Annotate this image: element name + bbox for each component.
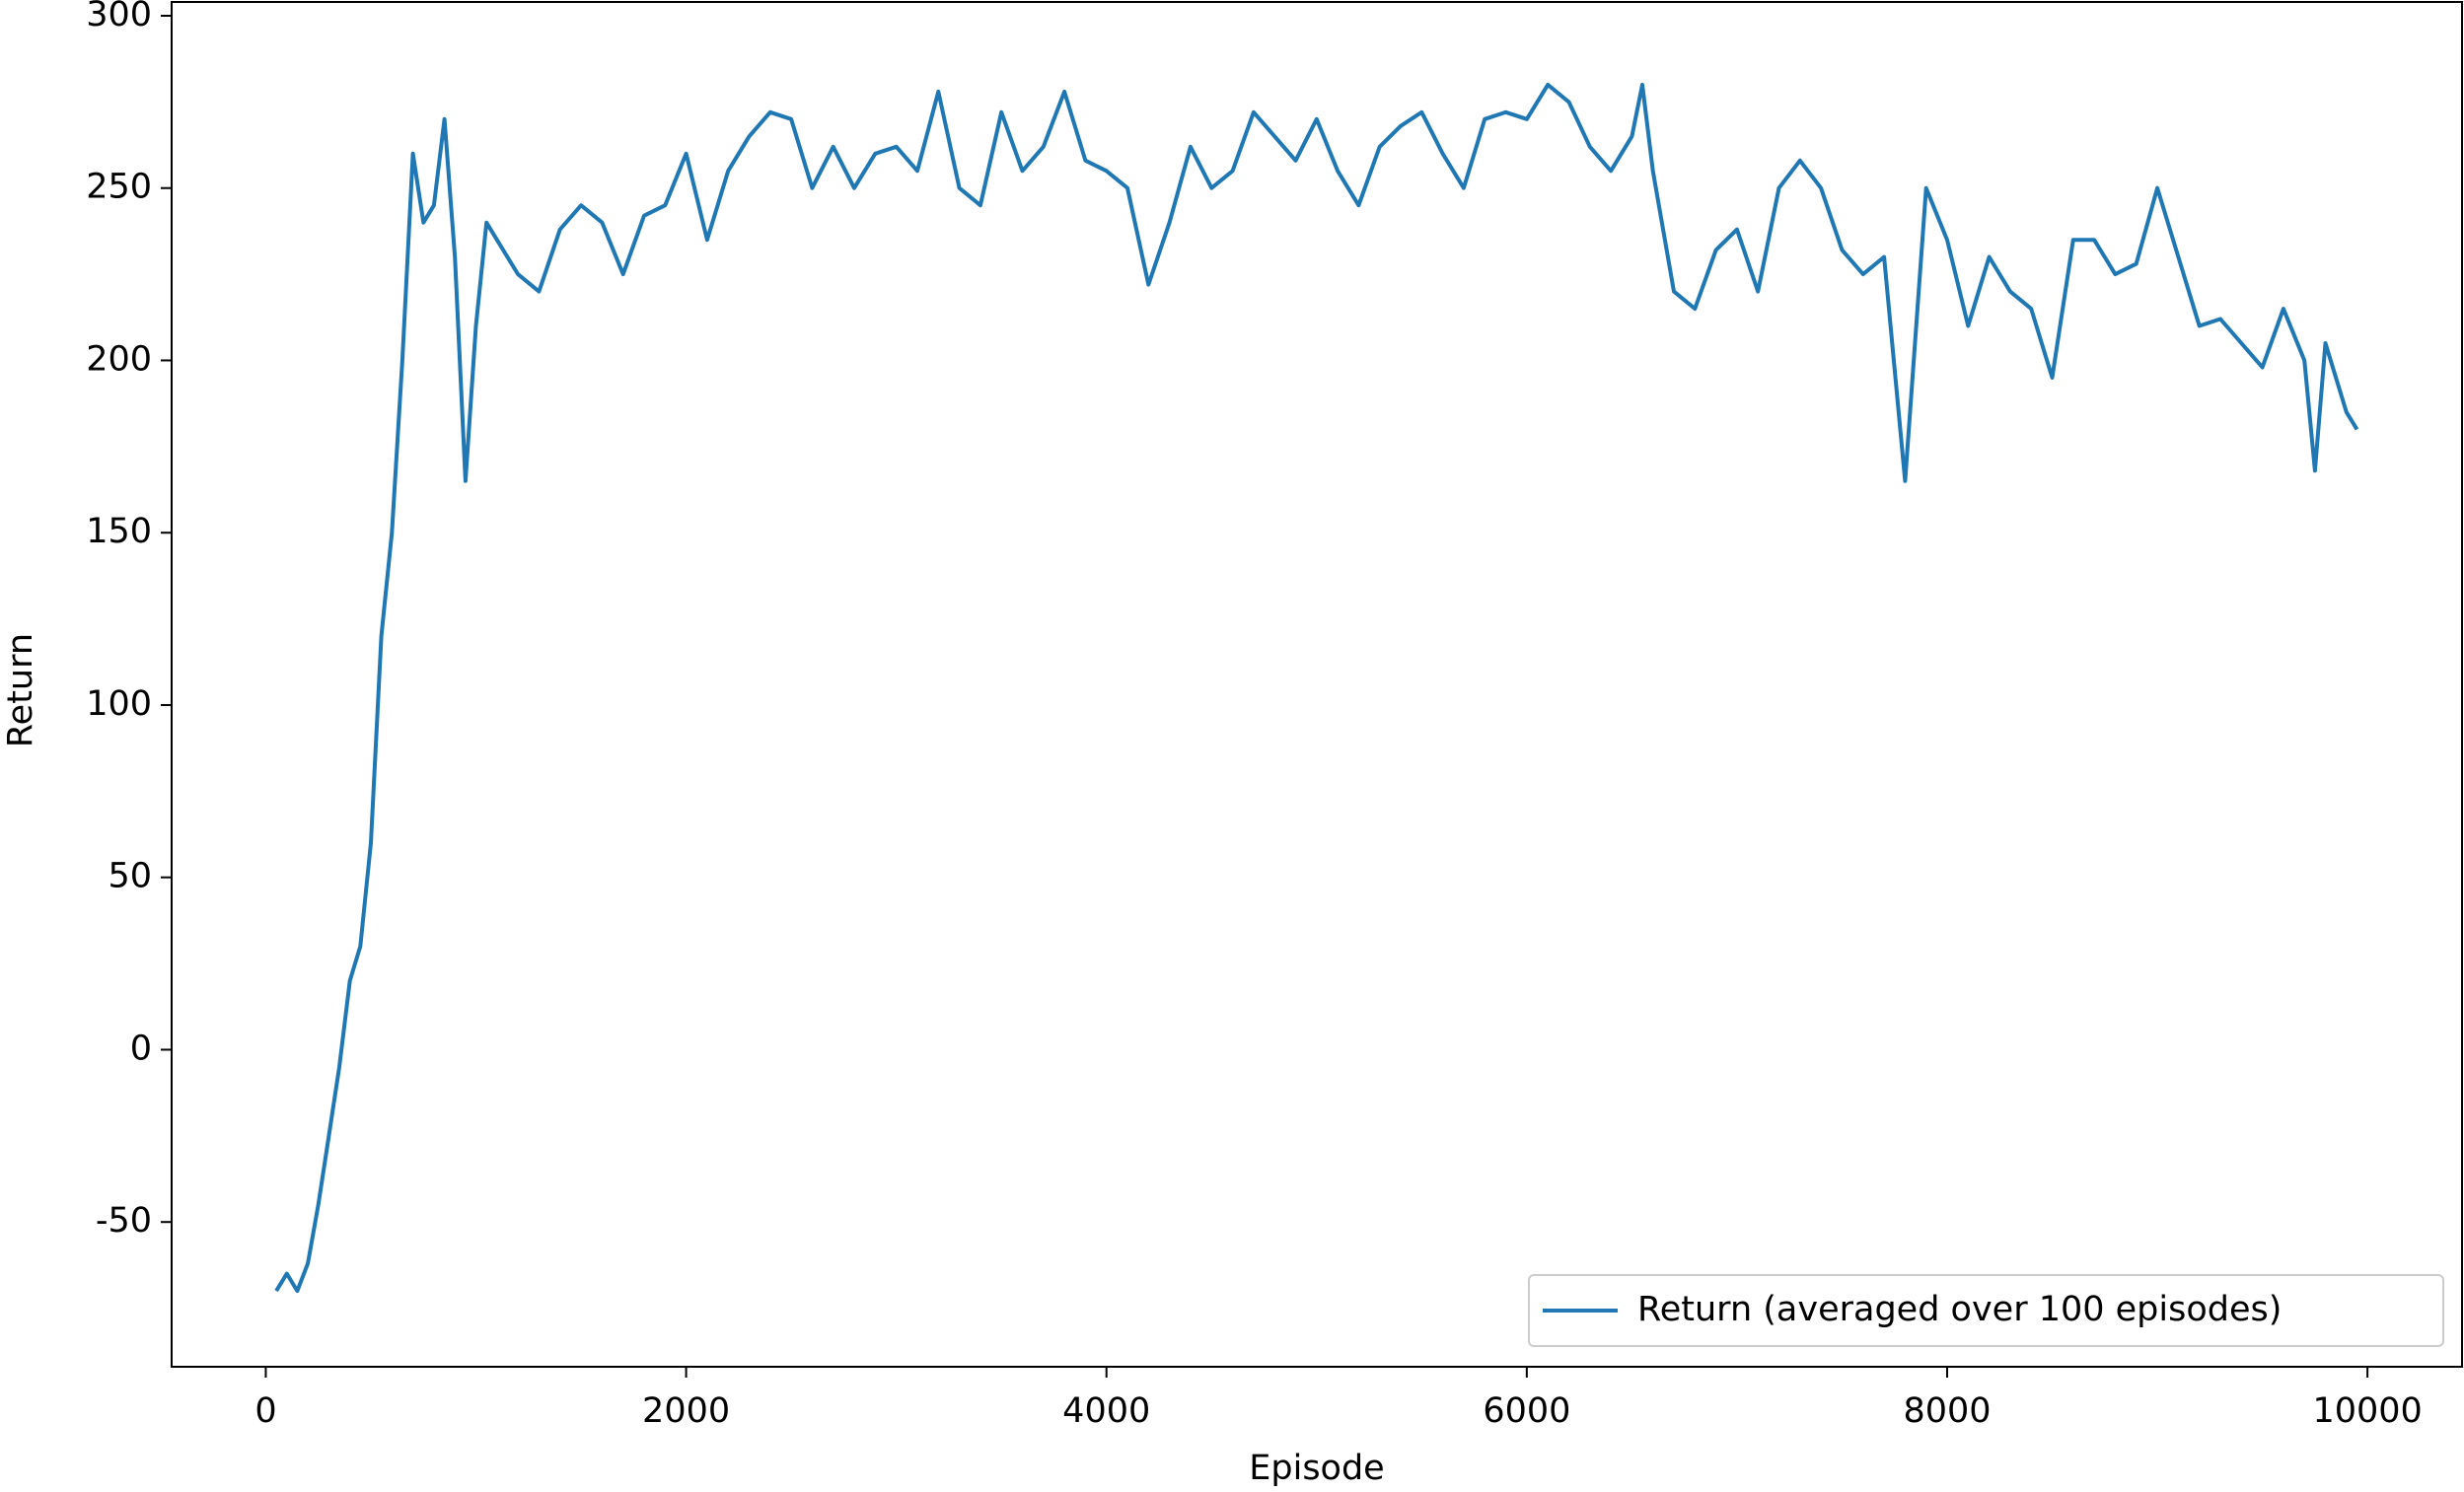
x-axis-label: Episode xyxy=(1249,1449,1384,1488)
y-tick-label: 150 xyxy=(86,512,152,551)
y-axis-label: Return xyxy=(1,633,40,747)
y-tick-label: 100 xyxy=(86,684,152,724)
y-tick-label: -50 xyxy=(96,1201,152,1241)
x-tick-label: 4000 xyxy=(1062,1391,1150,1431)
y-tick-label: 0 xyxy=(130,1029,152,1068)
x-tick-label: 6000 xyxy=(1483,1391,1570,1431)
x-tick-label: 2000 xyxy=(642,1391,730,1431)
data-line xyxy=(274,82,2359,1294)
y-tick-label: 200 xyxy=(86,339,152,379)
x-tick-label: 8000 xyxy=(1903,1391,1991,1431)
legend-label: Return (averaged over 100 episodes) xyxy=(1637,1290,2282,1329)
plot-frame xyxy=(171,1,2463,1368)
x-tick-label: 10000 xyxy=(2312,1391,2422,1431)
legend-box xyxy=(1528,1274,2444,1347)
y-tick-label: 250 xyxy=(86,168,152,207)
y-tick-label: 50 xyxy=(108,857,152,896)
y-tick-label: 300 xyxy=(86,0,152,35)
x-tick-label: 0 xyxy=(254,1391,276,1431)
